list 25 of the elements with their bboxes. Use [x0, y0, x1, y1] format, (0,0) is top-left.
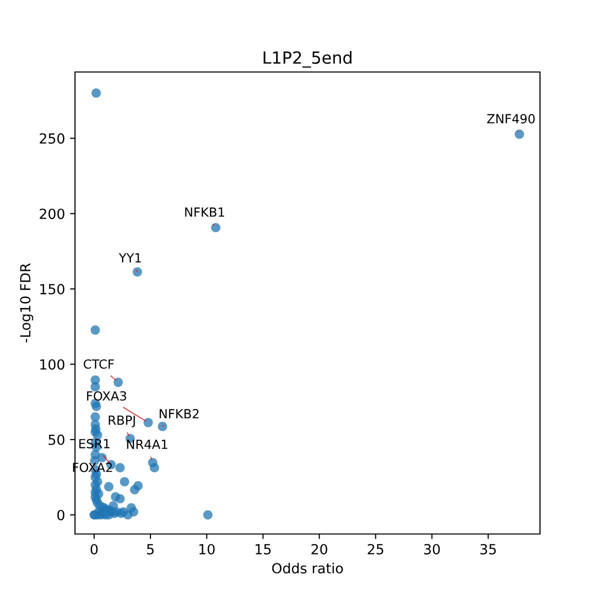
x-tick-label: 35 — [480, 544, 496, 554]
y-tick-label: 50 — [48, 434, 64, 446]
x-axis-title: Odds ratio — [272, 562, 343, 574]
y-tick-label: 250 — [40, 133, 64, 144]
annotation: YY1 — [118, 253, 141, 262]
annotation: NR4A1 — [127, 440, 168, 449]
y-tick-label: 0 — [57, 510, 64, 520]
y-tick-label: 200 — [40, 208, 64, 220]
x-tick-label: 20 — [312, 544, 328, 554]
annotation: NFKB1 — [185, 208, 224, 217]
x-tick-label: 30 — [424, 544, 440, 554]
x-tick-label: 25 — [368, 544, 384, 554]
annotation: CTCF — [84, 359, 114, 369]
y-tick-label: 100 — [40, 359, 64, 370]
y-tick-label: 150 — [40, 284, 64, 294]
chart-title: L1P2_5end — [264, 51, 352, 68]
annotation: RBPJ — [108, 416, 135, 428]
x-tick-label: 10 — [199, 544, 215, 554]
x-tick-label: 5 — [147, 544, 154, 554]
annotation: FOXA3 — [87, 391, 126, 401]
x-tick-label: 15 — [256, 544, 271, 554]
y-axis-title: -Log10 FDR — [20, 263, 34, 342]
annotation: ZNF490 — [487, 114, 535, 124]
x-tick-label: 0 — [90, 544, 98, 554]
annotation: NFKB2 — [160, 409, 199, 418]
